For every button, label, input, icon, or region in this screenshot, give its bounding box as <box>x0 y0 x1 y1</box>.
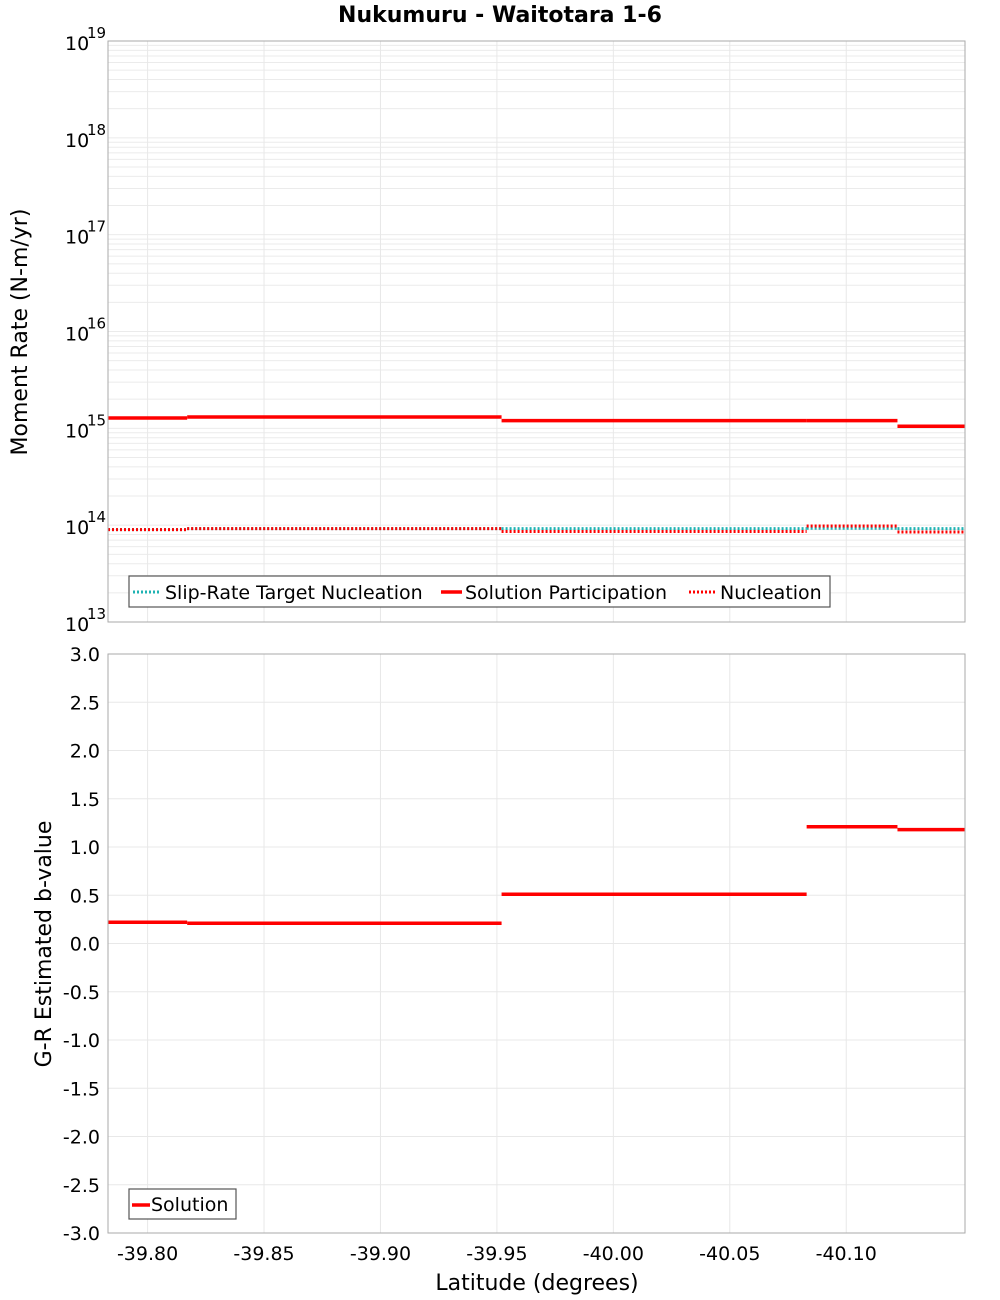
chart-canvas: Nukumuru - Waitotara 1-6 101910181017101… <box>0 0 1000 1300</box>
x-axis-label: Latitude (degrees) <box>435 1271 638 1296</box>
y-tick-label: -3.0 <box>63 1223 100 1245</box>
y-tick-label: 3.0 <box>70 644 100 666</box>
y-tick-label: -2.0 <box>63 1127 100 1149</box>
y-tick-label: 0.0 <box>70 934 100 956</box>
y-tick-exponent: 18 <box>87 121 106 139</box>
x-ticks: -39.80 -39.85 -39.90 -39.95 -40.00 -40.05 -40.… <box>117 1243 877 1265</box>
y-tick-label: -2.5 <box>63 1175 100 1197</box>
y-tick-label: -1.0 <box>63 1030 100 1052</box>
y-tick-label: 10 <box>65 130 89 152</box>
x-tick-label: -40.00 <box>583 1243 644 1265</box>
y-tick-label: 1.5 <box>70 789 100 811</box>
y-tick-exponent: 15 <box>87 411 106 429</box>
y-tick-label: 10 <box>65 324 89 346</box>
bottom-legend: Solution <box>129 1189 236 1219</box>
x-tick-label: -39.85 <box>233 1243 294 1265</box>
legend-nucleation-label: Nucleation <box>720 582 822 604</box>
y-tick-label: 10 <box>65 420 89 442</box>
x-tick-label: -39.90 <box>350 1243 411 1265</box>
y-tick-exponent: 16 <box>87 315 106 333</box>
y-tick-label: 2.0 <box>70 741 100 763</box>
top-plot: 1019101810171016101510141013 Moment Rate… <box>8 24 965 636</box>
bottom-y-axis-label: G-R Estimated b-value <box>32 821 57 1068</box>
y-tick-label: 10 <box>65 614 89 636</box>
x-tick-label: -39.80 <box>117 1243 178 1265</box>
y-tick-label: 1.0 <box>70 837 100 859</box>
top-y-ticks: 1019101810171016101510141013 <box>65 24 106 636</box>
legend-target-label: Slip-Rate Target Nucleation <box>165 582 423 604</box>
y-tick-label: 10 <box>65 227 89 249</box>
y-tick-exponent: 13 <box>87 605 106 623</box>
legend-solution-participation-label: Solution Participation <box>465 582 667 604</box>
y-tick-label: 10 <box>65 33 89 55</box>
x-tick-label: -39.95 <box>466 1243 527 1265</box>
top-legend: Slip-Rate Target Nucleation Solution Par… <box>129 576 830 607</box>
y-tick-label: 0.5 <box>70 885 100 907</box>
x-tick-label: -40.10 <box>816 1243 877 1265</box>
y-tick-label: 10 <box>65 517 89 539</box>
bottom-y-ticks: 3.0 2.5 2.0 1.5 1.0 0.5 0.0 -0.5 -1.0 -1.5 -2.0 -2.… <box>63 644 100 1245</box>
y-tick-exponent: 14 <box>87 508 106 526</box>
chart-title: Nukumuru - Waitotara 1-6 <box>338 3 662 28</box>
top-y-axis-label: Moment Rate (N-m/yr) <box>8 209 33 456</box>
y-tick-label: -0.5 <box>63 982 100 1004</box>
x-tick-label: -40.05 <box>699 1243 760 1265</box>
y-tick-label: -1.5 <box>63 1078 100 1100</box>
bottom-plot: 3.0 2.5 2.0 1.5 1.0 0.5 0.0 -0.5 -1.0 -1.5 -2.0 -2.… <box>32 644 965 1296</box>
y-tick-exponent: 19 <box>87 24 106 42</box>
legend-solution-label: Solution <box>151 1194 228 1216</box>
y-tick-exponent: 17 <box>87 218 106 236</box>
y-tick-label: 2.5 <box>70 692 100 714</box>
